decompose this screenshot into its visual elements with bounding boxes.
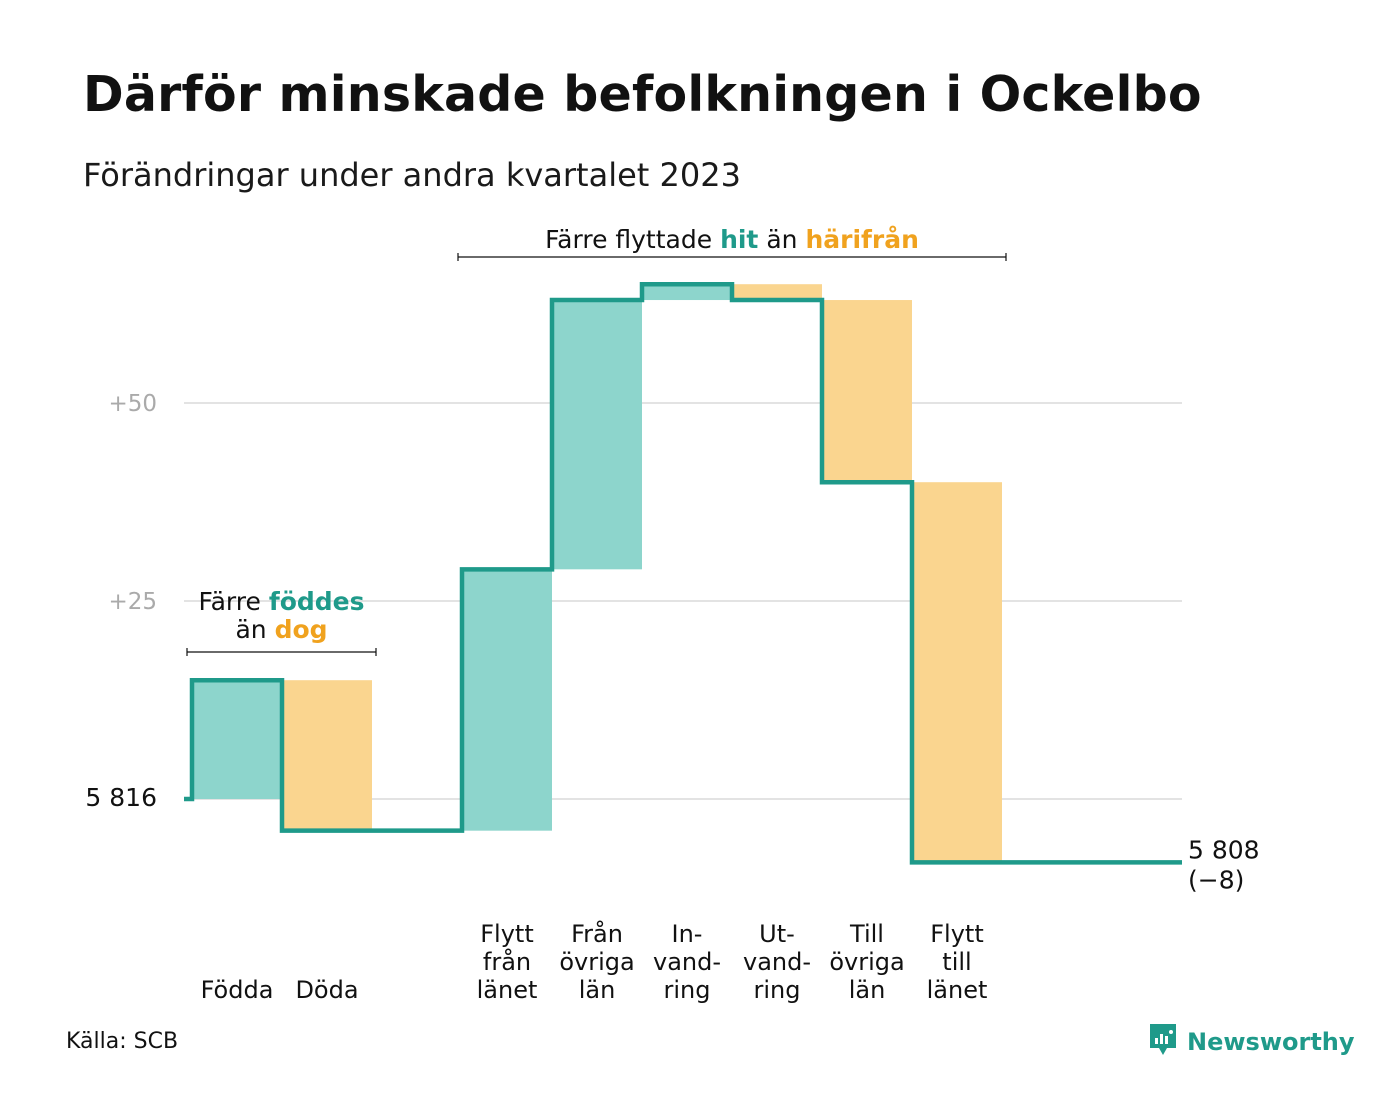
x-tick-label: vand- (653, 948, 721, 976)
newsworthy-logo-icon (1147, 1022, 1179, 1062)
inflow-bar (192, 680, 282, 799)
brand-logo: Newsworthy (1147, 1022, 1355, 1062)
inflow-bar (552, 300, 642, 570)
x-tick-label: till (942, 948, 971, 976)
source-note: Källa: SCB (66, 1029, 179, 1054)
x-tick-label: ring (664, 976, 711, 1004)
births-annotation-line2: än dog (235, 615, 327, 644)
brand-name: Newsworthy (1187, 1028, 1355, 1056)
x-tick-label: län (849, 976, 886, 1004)
end-change-label: (−8) (1188, 865, 1244, 894)
x-tick-label: länet (927, 976, 988, 1004)
x-tick-label: Flytt (480, 920, 534, 948)
y-tick-label: +25 (108, 589, 157, 615)
x-tick-label: övriga (829, 948, 904, 976)
x-tick-label: ring (754, 976, 801, 1004)
chart-title: Därför minskade befolkningen i Ockelbo (83, 66, 1202, 123)
x-tick-label: Döda (295, 976, 358, 1004)
cumulative-step-line (184, 281, 1182, 865)
outflow-bar (912, 482, 1002, 863)
inflow-bar (462, 569, 552, 831)
migration-annotation: Färre flyttade hit än härifrån (545, 225, 919, 254)
x-tick-label: Ut- (759, 920, 795, 948)
births-annotation-line1: Färre föddes (199, 587, 365, 616)
x-tick-label: vand- (743, 948, 811, 976)
x-tick-label: Födda (201, 976, 274, 1004)
inflow-bar (642, 284, 732, 301)
outflow-bar (822, 300, 912, 483)
x-tick-label: In- (672, 920, 703, 948)
x-tick-label: Från (571, 919, 623, 948)
y-tick-label: +50 (108, 391, 157, 417)
x-tick-label: länet (477, 976, 538, 1004)
outflow-bar (282, 680, 372, 831)
x-tick-label: Till (849, 920, 884, 948)
x-tick-label: Flytt (930, 920, 984, 948)
start-value-label: 5 816 (85, 783, 157, 812)
end-value-label: 5 808 (1188, 835, 1260, 864)
chart-subtitle: Förändringar under andra kvartalet 2023 (83, 156, 741, 194)
x-tick-label: övriga (559, 948, 634, 976)
x-tick-label: från (483, 947, 531, 976)
outflow-bar (732, 284, 822, 301)
x-tick-label: län (579, 976, 616, 1004)
